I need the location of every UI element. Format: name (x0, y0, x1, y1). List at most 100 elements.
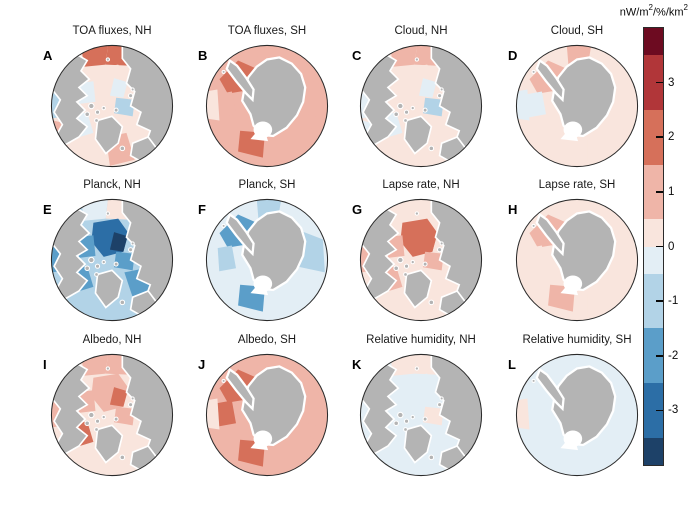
island (119, 145, 126, 152)
land-mass (94, 269, 124, 309)
land-mass (535, 367, 565, 412)
polar-map (359, 353, 483, 477)
polar-map-svg (359, 353, 483, 477)
anomaly-region-se_quad (587, 431, 633, 473)
polar-map-svg (515, 353, 639, 477)
map-outline (205, 353, 329, 477)
island (414, 57, 420, 62)
polar-map-svg (515, 44, 639, 168)
map-outline (515, 198, 639, 322)
island (113, 107, 119, 113)
polar-map-svg (359, 44, 483, 168)
polar-map-svg (50, 353, 174, 477)
island (94, 418, 101, 424)
island (221, 223, 226, 228)
colorbar-segment (644, 383, 663, 438)
anomaly-region-central_dark (418, 78, 437, 98)
anomaly-region-se_quad (277, 431, 323, 473)
map-panel-I: Albedo, NH I (32, 330, 192, 482)
island (437, 93, 443, 99)
colorbar-segment (644, 273, 663, 329)
land-mass (551, 56, 617, 138)
island (439, 241, 444, 246)
panel-letter: H (508, 202, 518, 217)
island (94, 118, 99, 123)
colorbar-segment (644, 328, 663, 384)
land-mass (360, 52, 400, 147)
polar-map-svg (205, 353, 329, 477)
island (397, 256, 404, 264)
polar-map-svg (50, 198, 174, 322)
island (403, 109, 410, 115)
colorbar-tick-label: 2 (668, 131, 675, 144)
map-outline (50, 198, 174, 322)
panel-title: Lapse rate, NH (382, 179, 460, 191)
island (113, 261, 119, 267)
colorbar-segment (644, 164, 663, 220)
colorbar-tick-label: -1 (668, 295, 679, 308)
colorbar-segment (644, 28, 663, 56)
anomaly-region-kara_east (423, 97, 444, 117)
anomaly-region-kara_east (114, 251, 135, 271)
island (94, 263, 101, 269)
anomaly-region-kara_east (114, 406, 135, 426)
ice-shelf-notch (560, 124, 579, 142)
land-mass (551, 210, 617, 292)
island (94, 109, 101, 115)
map-outline (515, 44, 639, 168)
map-outline (359, 353, 483, 477)
panel-letter: E (43, 202, 52, 217)
panel-title: Relative humidity, NH (366, 334, 476, 346)
panel-title: Cloud, NH (394, 25, 448, 37)
unit-text: nW/m (619, 6, 649, 19)
land-mass (225, 58, 255, 103)
land-mass (241, 365, 307, 447)
land-mass (94, 424, 124, 464)
island (128, 247, 134, 253)
map-panel-G: Lapse rate, NH G (341, 175, 501, 327)
land-mass (51, 361, 91, 456)
panel-letter: A (43, 48, 53, 63)
land-mass (360, 361, 400, 456)
island (437, 402, 443, 408)
island (439, 87, 444, 92)
island (94, 272, 99, 277)
island (130, 241, 135, 246)
panel-letter: K (352, 357, 362, 372)
map-outline (359, 44, 483, 168)
island (130, 87, 135, 92)
map-panel-A: TOA fluxes, NH A (32, 21, 192, 173)
anomaly-region-central_dark (418, 387, 437, 407)
island (531, 378, 536, 383)
ice-shelf-notch (250, 124, 269, 142)
polar-map-svg (50, 44, 174, 168)
polar-map (50, 353, 174, 477)
panel-title: Lapse rate, SH (538, 179, 616, 191)
ice-shelf-notch (560, 278, 579, 296)
island (428, 454, 435, 461)
island (403, 418, 410, 424)
island (422, 107, 428, 113)
colorbar-segment (644, 55, 663, 110)
island (403, 118, 408, 123)
anomaly-region-kara_east (423, 251, 444, 271)
island (393, 111, 399, 118)
land-mass (225, 212, 255, 257)
map-outline (50, 44, 174, 168)
island (84, 111, 90, 118)
island (84, 420, 90, 427)
anomaly-region-left_edge (206, 243, 220, 275)
colorbar-unit-label: nW/m2/%/km2 (592, 3, 688, 19)
land-mass (225, 367, 255, 412)
anomaly-region-central_dark (109, 387, 128, 407)
panel-title: Planck, NH (83, 179, 141, 191)
colorbar-tick-label: 3 (668, 76, 675, 89)
map-panel-H: Lapse rate, SH H (497, 175, 657, 327)
island (403, 272, 408, 277)
island (393, 265, 399, 272)
island (113, 416, 119, 422)
panel-title: TOA fluxes, NH (72, 25, 152, 37)
polar-map (50, 198, 174, 322)
island (397, 411, 404, 419)
